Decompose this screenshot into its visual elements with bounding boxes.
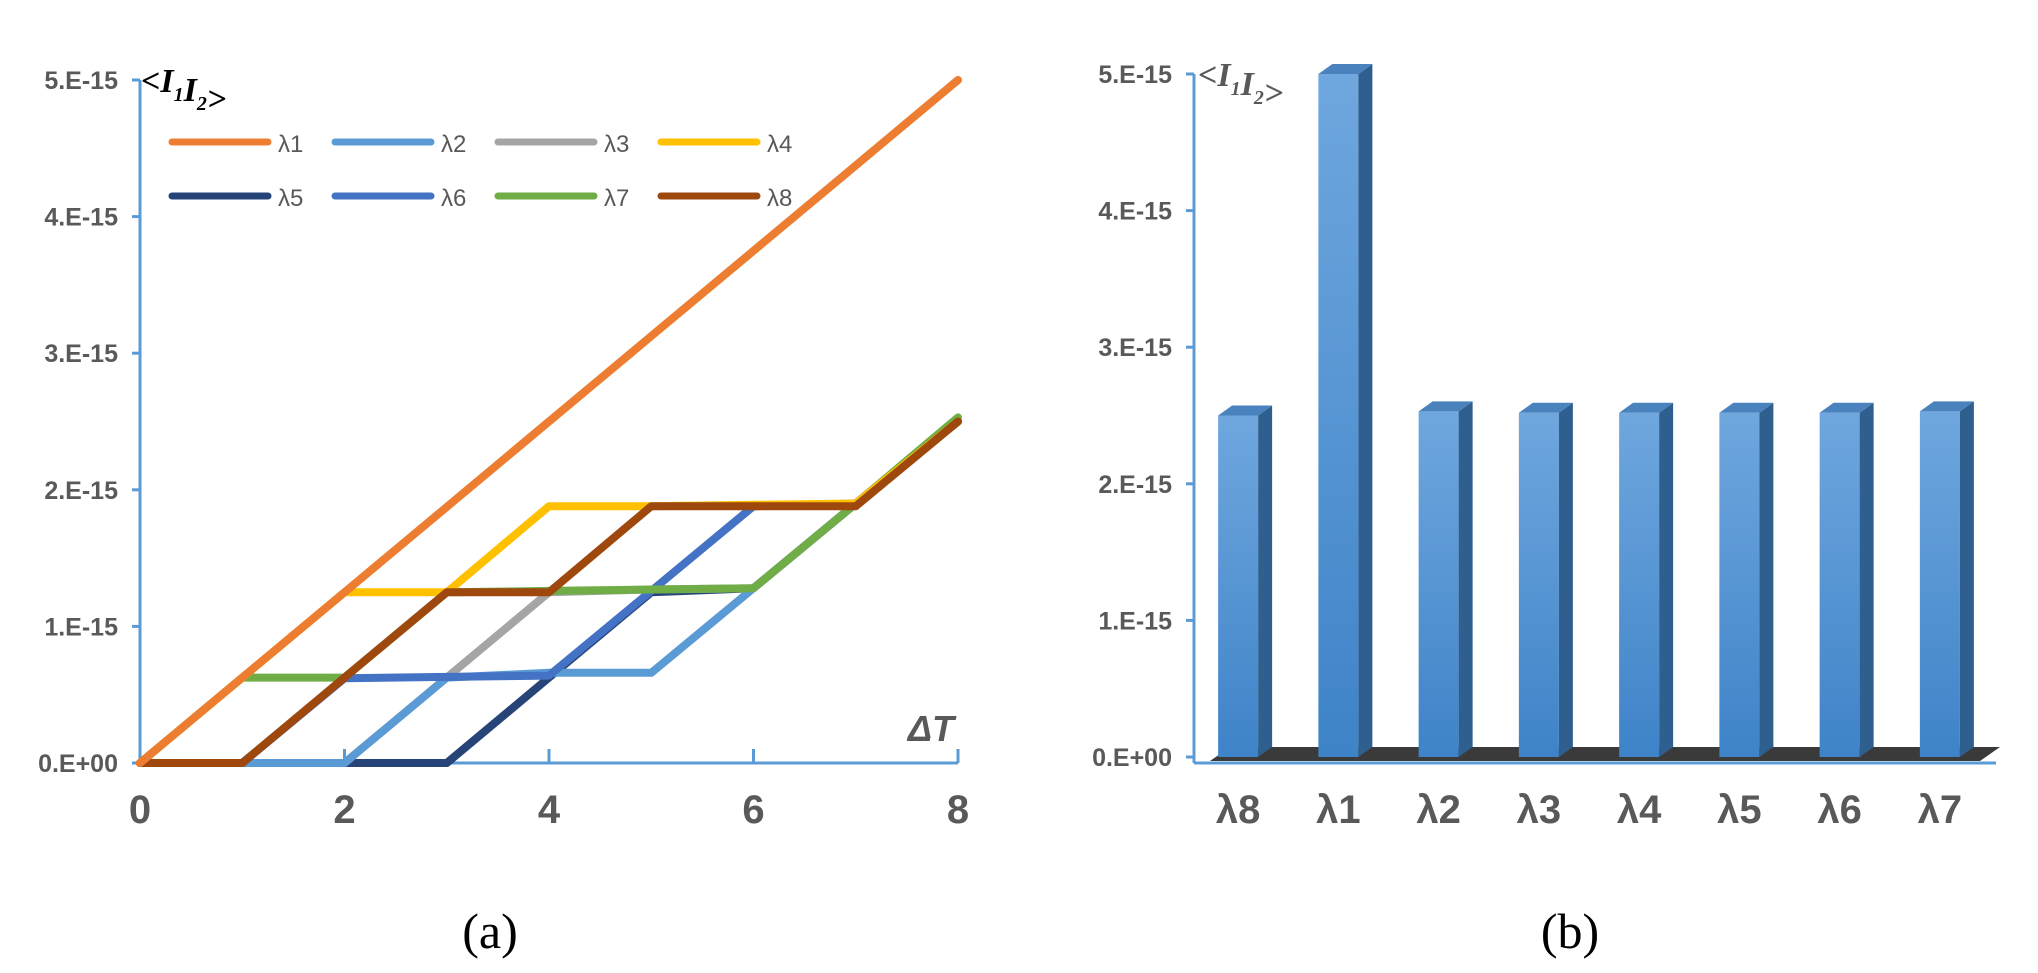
x-axis-label: ΔT (906, 708, 957, 749)
bar-top-7 (1819, 402, 1874, 413)
y-tick-label: 3.E-15 (44, 340, 118, 368)
x-tick-label: 2 (333, 788, 355, 832)
y-tick-label: 4.E-15 (1098, 198, 1172, 226)
bar-side-5 (1659, 402, 1674, 757)
legend-label: λ5 (278, 185, 303, 212)
line-chart-a: 0.E+00 1.E-15 2.E-15 3.E-15 4.E-15 5.E-15 0 2 4 6… (38, 63, 969, 959)
x-tick-label: 0 (129, 788, 151, 832)
bar-6 (1719, 412, 1760, 757)
bar-side-1 (1258, 405, 1273, 757)
y-tick-label: 2.E-15 (1098, 471, 1172, 499)
caption-b: (b) (1541, 903, 1599, 959)
bar-8 (1919, 411, 1960, 757)
category-label: λ1 (1316, 788, 1361, 832)
bar-top-3 (1418, 401, 1473, 412)
bar-side-4 (1558, 402, 1573, 757)
y-tick-label: 2.E-15 (44, 477, 118, 505)
bar-side-6 (1759, 402, 1774, 757)
bar-top-4 (1518, 402, 1573, 413)
bar-3 (1418, 411, 1459, 757)
y-tick-label: 1.E-15 (1098, 607, 1172, 635)
legend-label: λ6 (441, 185, 466, 212)
bar-2 (1318, 74, 1359, 757)
bar-chart-b: 0.E+00 1.E-15 2.E-15 3.E-15 4.E-15 5.E-15 <I1I… (1092, 57, 2000, 959)
bar-top-8 (1919, 401, 1974, 412)
bar-top-1 (1218, 405, 1273, 416)
y-tick-label: 1.E-15 (44, 613, 118, 641)
bar-4 (1518, 412, 1559, 757)
legend-label: λ7 (604, 185, 629, 212)
floor-shadow (1210, 747, 2000, 761)
bar-top-5 (1619, 402, 1674, 413)
legend-label: λ2 (441, 131, 466, 158)
bar-side-7 (1859, 402, 1874, 757)
category-label: λ5 (1717, 788, 1762, 832)
category-label: λ8 (1216, 788, 1261, 832)
bar-top-2 (1318, 64, 1373, 74)
bar-side-3 (1458, 401, 1473, 757)
legend-label: λ1 (278, 131, 303, 158)
category-label: λ6 (1817, 788, 1862, 832)
y-tick-label: 0.E+00 (1092, 744, 1172, 772)
series-line-1 (136, 76, 962, 767)
y-tick-label: 4.E-15 (44, 204, 118, 232)
bar-side-2 (1358, 64, 1373, 757)
category-label: λ3 (1517, 788, 1562, 832)
y-axis-label: <I1I2> (1198, 57, 1283, 112)
category-label: λ2 (1416, 788, 1461, 832)
y-tick-label: 3.E-15 (1098, 334, 1172, 362)
y-tick-label: 0.E+00 (38, 750, 118, 778)
legend-label: λ3 (604, 131, 629, 158)
bar-7 (1819, 412, 1860, 757)
bar-5 (1619, 412, 1660, 757)
series-line-8 (136, 417, 962, 767)
category-label: λ7 (1918, 788, 1963, 832)
bar-1 (1218, 415, 1259, 757)
legend-label: λ4 (767, 131, 792, 158)
bar-top-6 (1719, 402, 1774, 413)
y-tick-label: 5.E-15 (1098, 61, 1172, 89)
caption-a: (a) (462, 903, 518, 959)
x-tick-label: 6 (742, 788, 764, 832)
x-tick-label: 4 (538, 788, 561, 832)
bar-side-8 (1959, 401, 1974, 757)
y-axis-label: <I1I2> (141, 63, 226, 118)
y-tick-label: 5.E-15 (44, 67, 118, 95)
x-tick-label: 8 (947, 788, 969, 832)
legend-label: λ8 (767, 185, 792, 212)
category-label: λ4 (1617, 788, 1662, 832)
